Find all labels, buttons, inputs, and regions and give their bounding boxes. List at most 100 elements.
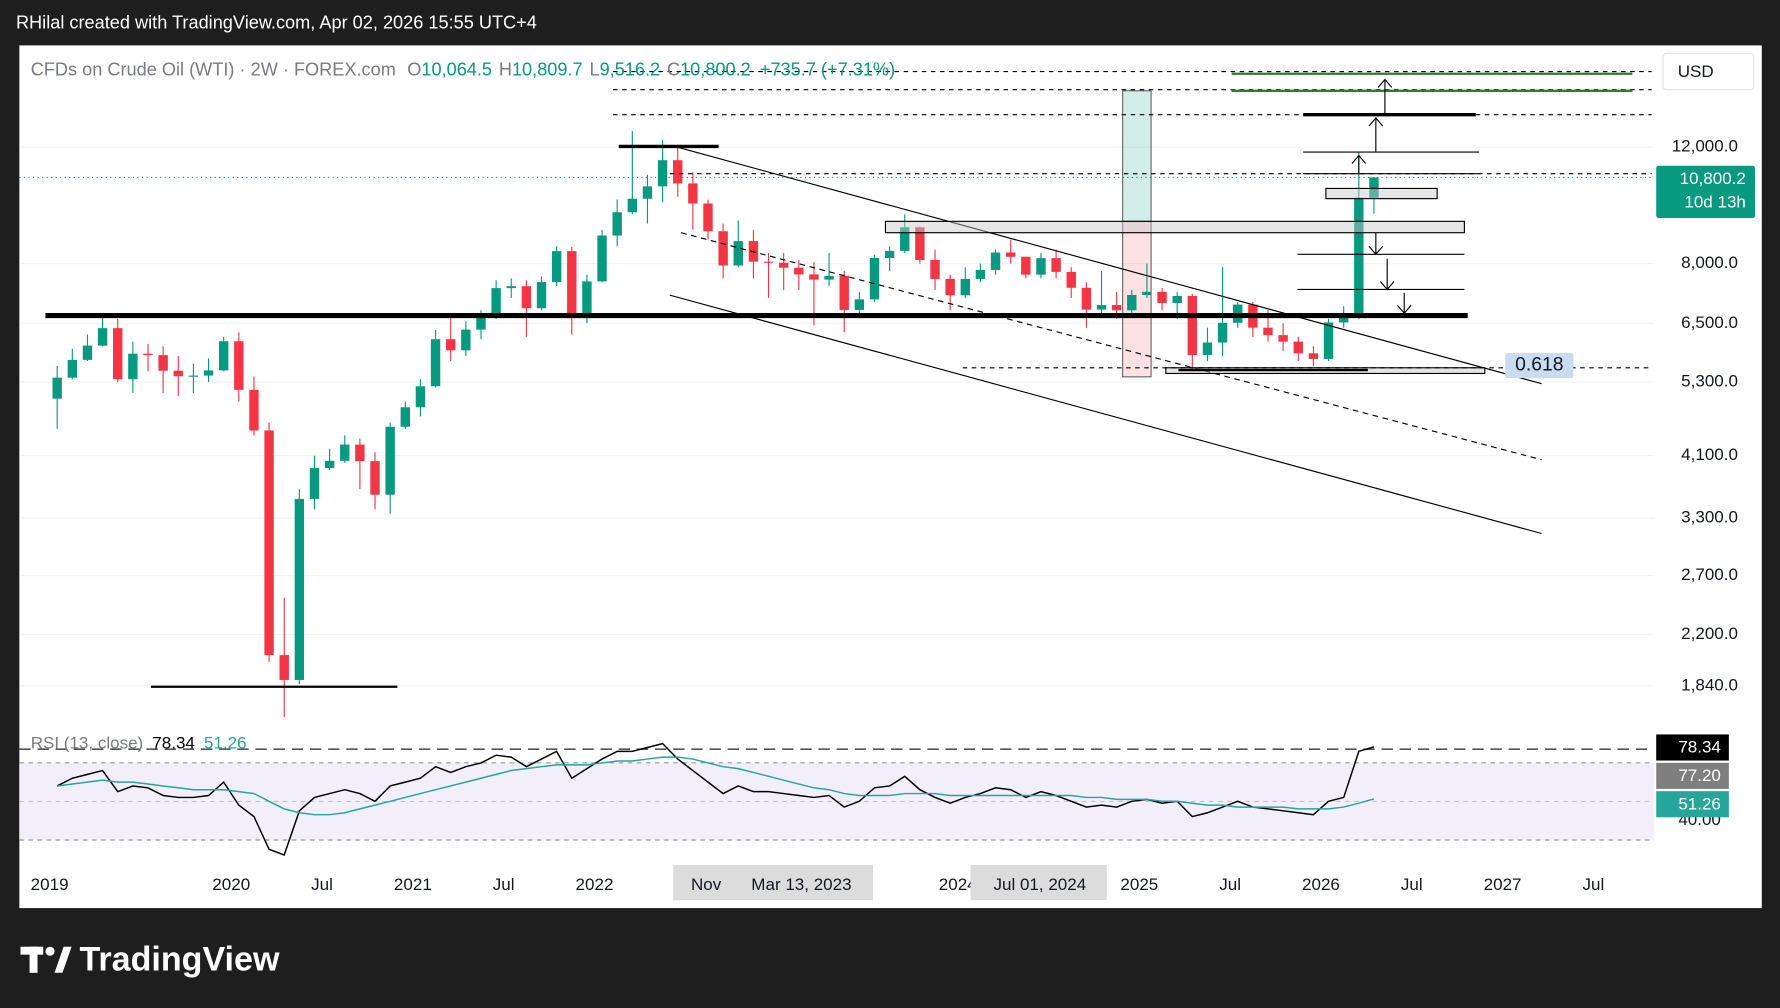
candle-body bbox=[82, 345, 93, 360]
candle-body bbox=[824, 275, 834, 280]
y-tick-label: 2,200.0 bbox=[1681, 624, 1738, 643]
y-tick-label: 6,500.0 bbox=[1681, 313, 1738, 332]
candle-body bbox=[930, 259, 940, 279]
candle-body bbox=[1369, 177, 1379, 198]
x-tick-label: 2020 bbox=[212, 875, 250, 894]
candle-body bbox=[385, 426, 395, 495]
candle-body bbox=[446, 339, 456, 351]
candle-body bbox=[733, 241, 743, 266]
candle-body bbox=[869, 258, 880, 300]
candle-body bbox=[400, 407, 410, 427]
candle-body bbox=[839, 275, 849, 310]
rsi-title: RSI (13, close) bbox=[31, 733, 144, 752]
candle-body bbox=[309, 468, 320, 499]
candle-body bbox=[340, 444, 350, 461]
legend-key: C bbox=[667, 59, 680, 79]
candle-body bbox=[1217, 322, 1228, 343]
candle-body bbox=[688, 183, 698, 204]
arrow-down bbox=[1368, 232, 1384, 256]
y-tick-label: 4,100.0 bbox=[1681, 445, 1738, 464]
candle-body bbox=[506, 286, 516, 289]
candle-body bbox=[264, 430, 274, 656]
crosshair-box bbox=[970, 864, 1107, 901]
candle-body bbox=[430, 339, 441, 387]
candle-body bbox=[415, 386, 426, 408]
logo: TradingView bbox=[20, 940, 280, 978]
candle-body bbox=[1202, 342, 1213, 355]
x-tick-label: 2019 bbox=[31, 875, 69, 894]
legend-change: +735.7 (+7.31%) bbox=[760, 59, 895, 79]
crosshair-label: Mar 13, 2023 bbox=[751, 875, 851, 894]
arrow-up bbox=[1351, 154, 1367, 174]
candle-body bbox=[627, 198, 638, 213]
legend-value: 10,064.5 bbox=[421, 59, 492, 79]
candle-body bbox=[854, 299, 865, 310]
candle-body bbox=[218, 341, 229, 371]
legend-title: CFDs on Crude Oil (WTI) · 2W · FOREX.com bbox=[31, 59, 396, 79]
rsi-value: 78.34 bbox=[152, 733, 195, 752]
rsi-line bbox=[56, 742, 1375, 856]
crosshair-box bbox=[673, 864, 873, 901]
candle-body bbox=[1066, 271, 1076, 288]
candle-body bbox=[567, 251, 577, 319]
candle-body bbox=[1338, 314, 1349, 323]
x-tick-label: Jul bbox=[1583, 875, 1605, 894]
candle-body bbox=[809, 274, 819, 280]
candle-body bbox=[718, 231, 728, 266]
candle-body bbox=[1293, 341, 1303, 354]
candle-body bbox=[1172, 295, 1182, 303]
resistance-box bbox=[884, 220, 1465, 234]
candle-body bbox=[673, 160, 683, 184]
candle-body bbox=[143, 353, 153, 356]
candle-body bbox=[1006, 252, 1016, 257]
y-tick-label: 1,840.0 bbox=[1681, 675, 1738, 694]
crosshair-label: Nov bbox=[691, 875, 722, 894]
candle-body bbox=[355, 444, 365, 462]
candle-body bbox=[97, 328, 108, 346]
rsi-badge bbox=[1656, 762, 1729, 789]
rsi-badge-label: 77.20 bbox=[1678, 766, 1721, 785]
candle-body bbox=[794, 267, 804, 275]
candle-body bbox=[370, 461, 380, 495]
attribution: RHilal created with TradingView.com, Apr… bbox=[16, 13, 537, 33]
rsi-legend: RSI (13, close) 78.34 51.26 bbox=[31, 733, 247, 752]
legend-key: H bbox=[499, 59, 512, 79]
rsi-value: 51.26 bbox=[204, 733, 247, 752]
teal-zone bbox=[1122, 90, 1152, 222]
arrow-down bbox=[1396, 292, 1412, 315]
fib-label: 0.618 bbox=[1515, 355, 1563, 376]
candle-body bbox=[173, 370, 183, 377]
candle-body bbox=[1036, 258, 1046, 275]
y-tick-label: 3,300.0 bbox=[1681, 508, 1738, 527]
candle-body bbox=[1263, 327, 1273, 336]
candles bbox=[52, 130, 1379, 718]
candle-body bbox=[1051, 258, 1061, 272]
candle-body bbox=[1096, 305, 1107, 310]
candle-body bbox=[657, 160, 668, 187]
candle-body bbox=[52, 377, 62, 399]
candle-body bbox=[324, 460, 335, 469]
fib-badge bbox=[1505, 353, 1574, 378]
drawings bbox=[1122, 90, 1152, 378]
candle-body bbox=[642, 186, 653, 199]
box bbox=[1325, 187, 1438, 200]
rsi-badge bbox=[1656, 791, 1729, 818]
currency-box bbox=[1662, 52, 1755, 91]
x-tick-label: 2021 bbox=[394, 875, 432, 894]
legend-key: O bbox=[407, 59, 421, 79]
x-tick-label: 2025 bbox=[1120, 875, 1158, 894]
arrow-up bbox=[1377, 78, 1393, 115]
candle-body bbox=[1308, 353, 1319, 359]
x-tick-label: Jul bbox=[311, 875, 333, 894]
candle-body bbox=[703, 203, 713, 232]
candle-body bbox=[884, 250, 895, 259]
rsi-line bbox=[57, 756, 1375, 816]
candle-body bbox=[1323, 322, 1334, 359]
candle-body bbox=[551, 251, 562, 283]
y-tick-label: 12,000.0 bbox=[1672, 137, 1738, 156]
candle-body bbox=[1081, 287, 1092, 310]
candle-body bbox=[582, 281, 592, 319]
arrow-up bbox=[1368, 117, 1384, 153]
legend-value: 10,809.7 bbox=[512, 59, 583, 79]
x-tick-label: 2027 bbox=[1484, 875, 1522, 894]
